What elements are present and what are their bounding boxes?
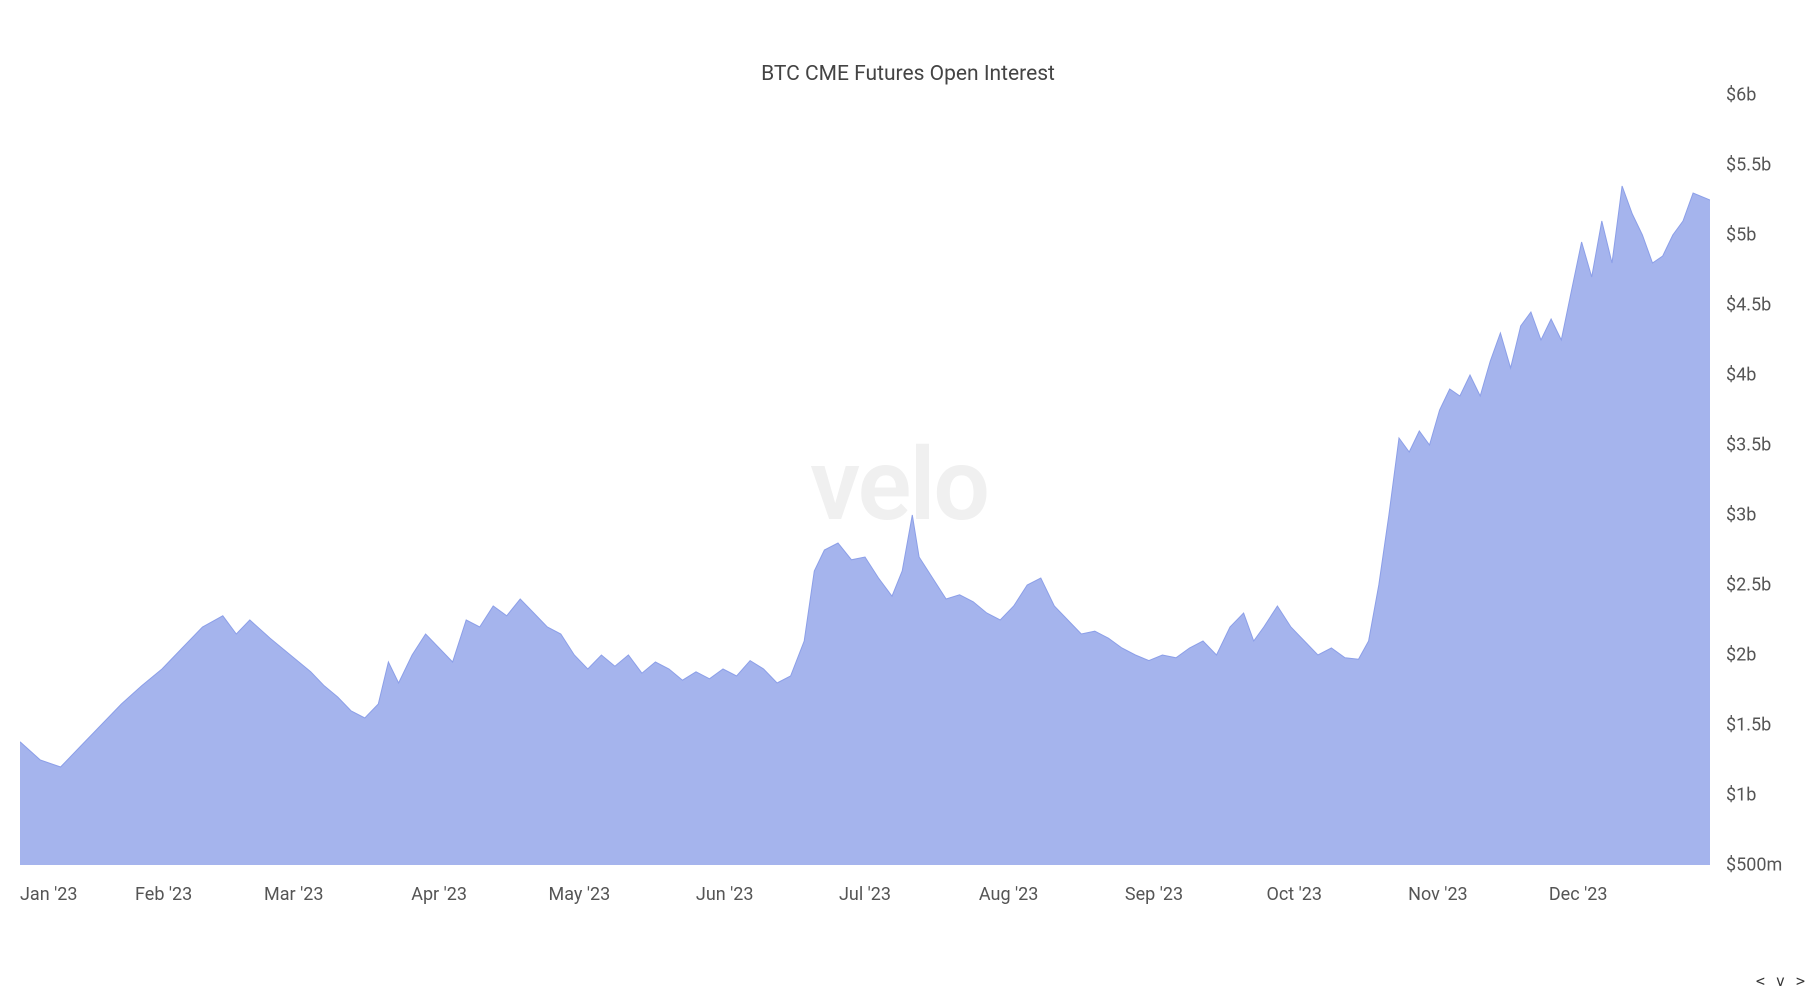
x-tick-label: Mar '23 — [264, 884, 323, 905]
y-tick-label: $5.5b — [1726, 155, 1771, 176]
x-axis: Jan '23 Feb '23 Mar '23 Apr '23 May '23 Jun '… — [20, 880, 1710, 920]
x-tick-label: Aug '23 — [979, 884, 1039, 905]
area-fill — [20, 186, 1710, 865]
x-tick-label: Jul '23 — [839, 884, 891, 905]
x-tick-label: Jan '23 — [20, 884, 78, 905]
x-tick-label: Nov '23 — [1408, 884, 1468, 905]
x-tick-label: Oct '23 — [1266, 884, 1322, 905]
chart-title: BTC CME Futures Open Interest — [0, 62, 1816, 86]
y-tick-label: $3.5b — [1726, 435, 1771, 456]
x-tick-label: Apr '23 — [411, 884, 467, 905]
y-tick-label: $2b — [1726, 645, 1756, 666]
y-tick-label: $500m — [1726, 855, 1782, 876]
corner-badge: < v > — [1756, 972, 1806, 990]
plot-area[interactable] — [20, 95, 1710, 865]
y-axis: $500m$1b$1.5b$2b$2.5b$3b$3.5b$4b$4.5b$5b… — [1716, 95, 1816, 865]
chart-container: BTC CME Futures Open Interest velo $500m… — [0, 0, 1816, 994]
y-tick-label: $5b — [1726, 225, 1756, 246]
y-tick-label: $4b — [1726, 365, 1756, 386]
area-chart-svg — [20, 95, 1710, 865]
y-tick-label: $2.5b — [1726, 575, 1771, 596]
x-tick-label: Jun '23 — [696, 884, 754, 905]
x-tick-label: Dec '23 — [1549, 884, 1608, 905]
y-tick-label: $3b — [1726, 505, 1756, 526]
y-tick-label: $4.5b — [1726, 295, 1771, 316]
y-tick-label: $1b — [1726, 785, 1756, 806]
x-tick-label: Sep '23 — [1125, 884, 1183, 905]
x-tick-label: Feb '23 — [135, 884, 192, 905]
y-tick-label: $1.5b — [1726, 715, 1771, 736]
y-tick-label: $6b — [1726, 85, 1756, 106]
x-tick-label: May '23 — [549, 884, 611, 905]
